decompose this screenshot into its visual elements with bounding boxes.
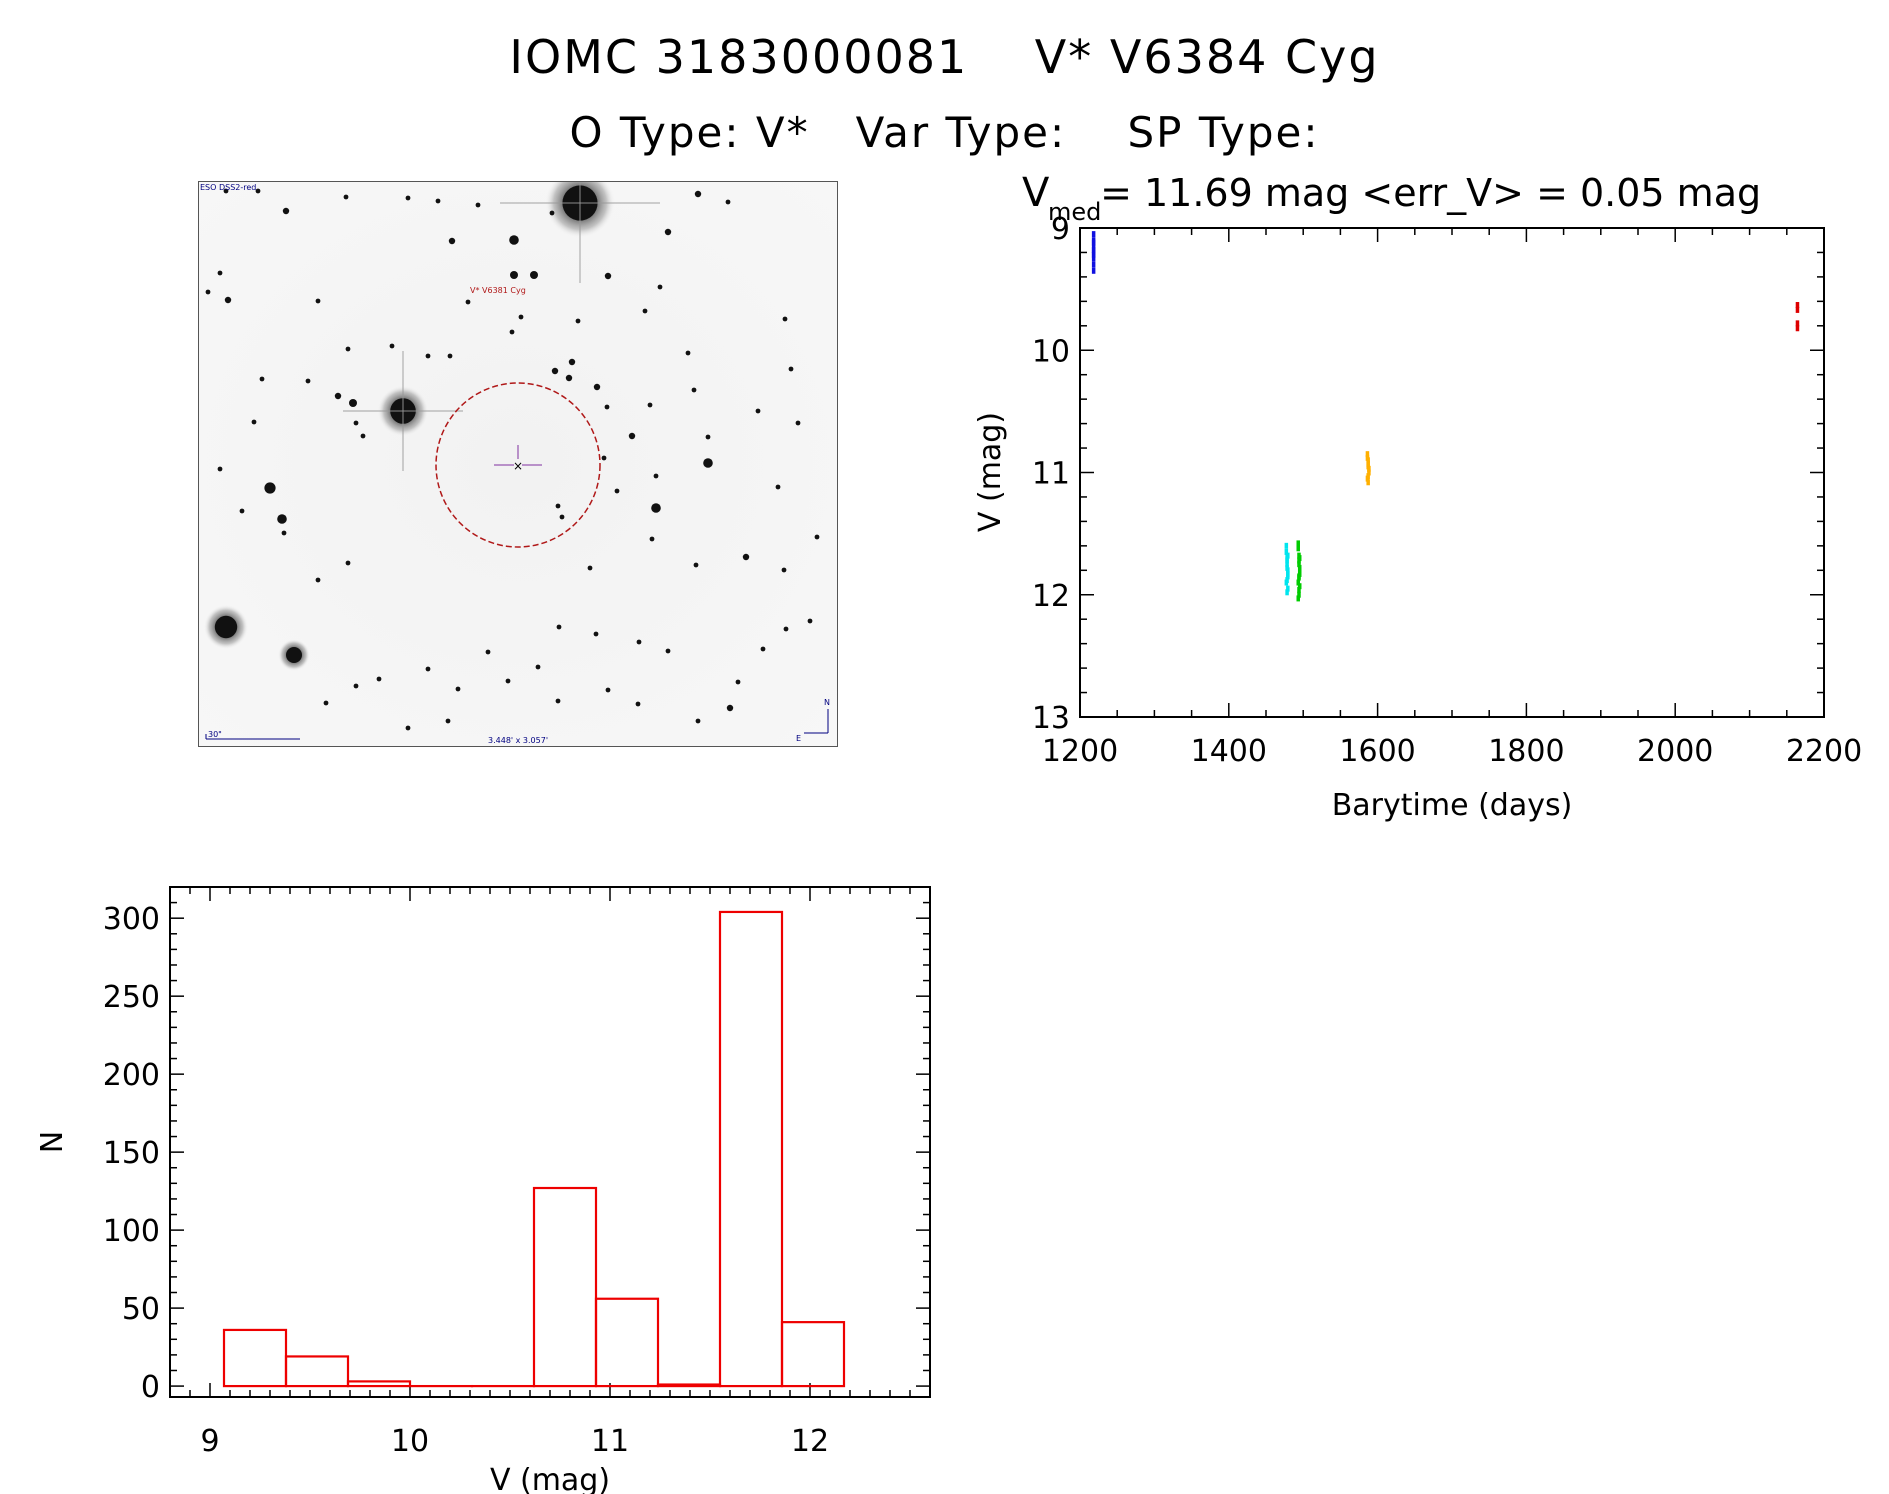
hist-bar: [656, 1383, 722, 1388]
lc-data-point: [1091, 261, 1096, 268]
lc-data-point: [1297, 573, 1301, 580]
hist-x-tick-label: 12: [791, 1424, 829, 1459]
hist-bars: [222, 910, 846, 1388]
finder-stars: [203, 181, 820, 731]
vmed-symbol: V: [1022, 170, 1050, 216]
aperture-circle: [435, 382, 601, 548]
lc-x-tick-label: 1800: [1488, 734, 1564, 769]
hist-x-tick-label: 11: [591, 1424, 629, 1459]
lc-data-point: [1297, 591, 1301, 598]
lc-data-point: [1286, 573, 1290, 580]
finder-chart: × ESO DSS2-red V* V6381 Cyg 30" 3.448' x…: [198, 181, 838, 747]
lc-x-tick-label: 2000: [1637, 734, 1713, 769]
lc-plot-frame: [1079, 227, 1825, 718]
lc-data-point: [1795, 306, 1800, 313]
hist-y-tick-label: 150: [103, 1136, 160, 1171]
hist-axis-ticks: 9 10 11 12 0 50 100 150 200 250 300: [103, 886, 931, 1459]
hist-x-tick-label: 9: [200, 1424, 219, 1459]
lc-data-point: [1091, 231, 1096, 238]
hist-x-axis-label: V (mag): [490, 1463, 610, 1494]
lc-y-axis-label: V (mag): [973, 412, 1008, 532]
lc-data-point: [1286, 552, 1290, 559]
hist-y-tick-label: 200: [103, 1058, 160, 1093]
target-crosshair: [494, 445, 542, 466]
lc-data-point: [1297, 555, 1302, 562]
lc-data-point: [1284, 542, 1289, 549]
lc-y-tick-label: 9: [1051, 212, 1070, 247]
hist-bar: [346, 1380, 412, 1388]
lc-data-point: [1091, 239, 1096, 246]
lc-data-point: [1091, 251, 1096, 258]
lc-x-tick-label: 1400: [1191, 734, 1267, 769]
lc-data-point: [1296, 579, 1300, 586]
lc-x-tick-label: 1600: [1339, 734, 1415, 769]
lc-x-tick-label: 1200: [1042, 734, 1118, 769]
hist-bar: [284, 1355, 350, 1388]
lc-data-points: [1091, 231, 1800, 602]
lc-y-tick-label: 13: [1032, 701, 1070, 736]
hist-bar: [718, 910, 784, 1388]
scale-bar: [205, 734, 300, 740]
hist-y-tick-label: 50: [122, 1292, 160, 1327]
header-title: IOMC 3183000081 V* V6384 Cyg: [509, 30, 1380, 84]
lc-y-tick-label: 10: [1032, 334, 1070, 369]
histogram-chart: 9 10 11 12 0 50 100 150 200 250 300 V (mag) N: [40, 886, 931, 1494]
lc-data-point: [1284, 579, 1289, 586]
east-label: E: [796, 734, 801, 743]
lc-y-tick-label: 11: [1032, 457, 1070, 492]
lc-data-point: [1366, 479, 1370, 486]
lc-x-tick-label: 2200: [1786, 734, 1862, 769]
header-subtitle: O Type: V* Var Type: SP Type:: [569, 108, 1320, 157]
lc-data-point: [1297, 586, 1301, 593]
lc-data-point: [1285, 557, 1289, 564]
north-label: N: [824, 698, 830, 707]
lc-x-axis-label: Barytime (days): [1332, 788, 1573, 823]
lc-data-point: [1366, 457, 1370, 464]
finder-border: [198, 181, 838, 747]
hist-bar: [780, 1321, 846, 1388]
lc-data-point: [1286, 585, 1290, 592]
scale-label: 30": [208, 730, 222, 739]
lc-data-point: [1297, 567, 1302, 574]
lc-axis-ticks: 1200 1400 1600 1800 2000 2200 9 10 11 12 13: [1032, 212, 1862, 769]
hist-x-tick-label: 10: [391, 1424, 429, 1459]
lc-data-point: [1091, 267, 1096, 274]
hist-y-tick-label: 0: [141, 1370, 160, 1405]
vmed-subscript: med: [1048, 198, 1101, 226]
hist-bar: [532, 1186, 598, 1388]
lc-data-point: [1367, 465, 1371, 472]
hist-plot-frame: [169, 886, 931, 1398]
lc-data-point: [1365, 451, 1370, 458]
lc-data-point: [1296, 540, 1300, 547]
lc-data-point: [1297, 583, 1302, 590]
hist-y-tick-label: 100: [103, 1214, 160, 1249]
target-marker-icon: ×: [513, 459, 523, 473]
hist-bar: [594, 1297, 660, 1388]
lc-data-point: [1091, 255, 1096, 262]
fov-label: 3.448' x 3.057': [488, 736, 548, 745]
hist-bar: [222, 1328, 288, 1388]
lc-data-point: [1297, 561, 1301, 568]
lc-data-point: [1285, 589, 1289, 596]
lc-data-point: [1284, 548, 1289, 555]
survey-label: ESO DSS2-red: [200, 183, 256, 192]
lc-y-tick-label: 12: [1032, 579, 1070, 614]
lc-data-point: [1367, 469, 1371, 476]
lc-data-point: [1296, 595, 1300, 602]
hist-y-tick-label: 250: [103, 980, 160, 1015]
lc-data-point: [1365, 475, 1370, 482]
compass-icon: [804, 709, 829, 734]
vmed-stats: = 11.69 mag <err_V> = 0.05 mag: [1088, 171, 1761, 215]
lc-data-point: [1795, 325, 1800, 332]
lc-data-point: [1091, 243, 1096, 250]
lc-data-point: [1296, 545, 1300, 552]
lc-data-point: [1285, 561, 1289, 568]
object-label: V* V6381 Cyg: [470, 286, 526, 295]
lc-data-point: [1795, 320, 1800, 327]
lc-data-point: [1285, 564, 1289, 571]
hist-y-axis-label: N: [40, 1131, 70, 1153]
light-curve-chart: V med = 11.69 mag <err_V> = 0.05 mag 120…: [973, 170, 1862, 823]
lc-data-point: [1795, 302, 1800, 309]
hist-y-tick-label: 300: [103, 902, 160, 937]
